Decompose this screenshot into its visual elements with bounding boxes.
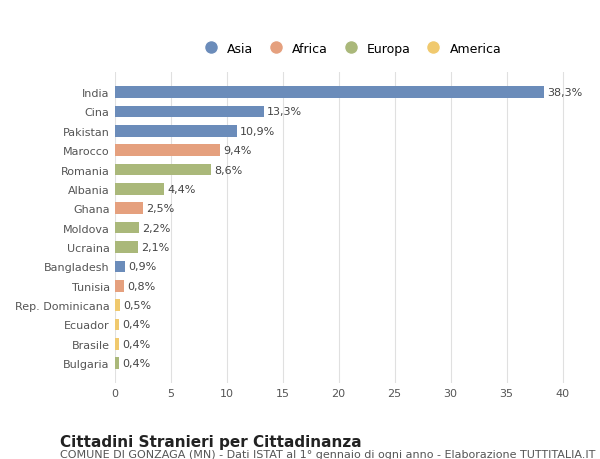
Text: 4,4%: 4,4%	[167, 185, 196, 195]
Text: 38,3%: 38,3%	[547, 88, 582, 98]
Text: 0,4%: 0,4%	[122, 339, 151, 349]
Bar	[115, 184, 164, 196]
Text: 9,4%: 9,4%	[223, 146, 251, 156]
Bar	[115, 164, 211, 176]
Text: COMUNE DI GONZAGA (MN) - Dati ISTAT al 1° gennaio di ogni anno - Elaborazione TU: COMUNE DI GONZAGA (MN) - Dati ISTAT al 1…	[60, 449, 595, 459]
Text: 2,2%: 2,2%	[143, 223, 171, 233]
Text: 2,5%: 2,5%	[146, 204, 174, 214]
Text: 2,1%: 2,1%	[142, 242, 170, 252]
Bar	[115, 280, 124, 292]
Bar	[115, 87, 544, 99]
Bar	[115, 242, 138, 253]
Text: 0,4%: 0,4%	[122, 320, 151, 330]
Text: 13,3%: 13,3%	[267, 107, 302, 117]
Bar	[115, 300, 120, 311]
Bar	[115, 222, 139, 234]
Text: 0,4%: 0,4%	[122, 358, 151, 369]
Text: 0,5%: 0,5%	[124, 301, 152, 310]
Bar	[115, 338, 119, 350]
Bar	[115, 319, 119, 330]
Legend: Asia, Africa, Europa, America: Asia, Africa, Europa, America	[194, 39, 505, 59]
Bar	[115, 126, 236, 137]
Bar	[115, 358, 119, 369]
Bar	[115, 203, 143, 215]
Bar	[115, 145, 220, 157]
Bar	[115, 106, 263, 118]
Text: 0,8%: 0,8%	[127, 281, 155, 291]
Text: 10,9%: 10,9%	[240, 127, 275, 137]
Text: Cittadini Stranieri per Cittadinanza: Cittadini Stranieri per Cittadinanza	[60, 434, 362, 449]
Text: 0,9%: 0,9%	[128, 262, 157, 272]
Bar	[115, 261, 125, 273]
Text: 8,6%: 8,6%	[214, 165, 242, 175]
